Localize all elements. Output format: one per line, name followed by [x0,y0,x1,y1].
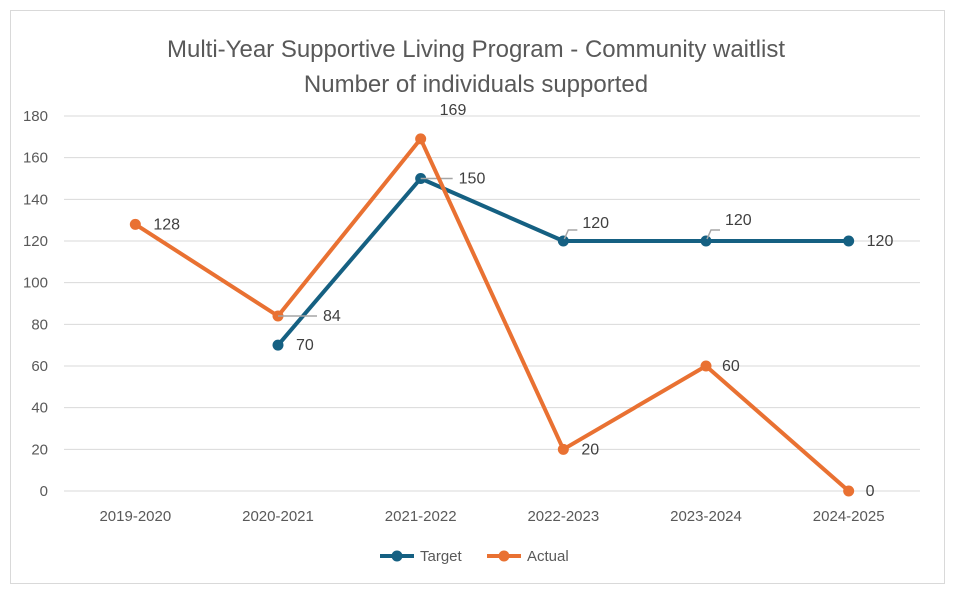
leader-line [706,229,720,240]
y-tick-label: 20 [31,441,48,458]
data-label-target: 70 [296,337,314,354]
y-tick-label: 0 [40,483,48,500]
data-point-target [272,339,284,351]
legend-marker-actual [498,550,510,562]
y-tick-label: 80 [31,316,48,333]
leader-line [563,229,578,240]
series-line-actual [134,136,850,493]
legend-marker-target [391,550,403,562]
chart-subtitle: Number of individuals supported [303,71,649,98]
data-label-actual: 0 [866,483,875,500]
y-tick-label: 120 [23,233,48,250]
data-point-target [700,235,712,247]
data-point-actual [129,218,141,230]
chart-frame [10,10,945,584]
data-point-actual [843,485,855,497]
data-label-target: 150 [459,171,486,188]
data-label-actual: 169 [440,102,467,119]
data-point-actual [700,360,712,372]
x-tick-label: 2019-2020 [99,508,171,525]
data-point-target [557,235,569,247]
data-point-target [843,235,855,247]
y-tick-label: 60 [31,358,48,375]
legend-label-actual: Actual [527,548,569,565]
x-tick-label: 2022-2023 [527,508,599,525]
y-tick-label: 100 [23,275,48,292]
y-tick-label: 180 [23,108,48,125]
x-tick-label: 2020-2021 [242,508,314,525]
y-tick-label: 160 [23,150,48,167]
data-point-actual [415,133,427,145]
y-tick-label: 140 [23,191,48,208]
data-label-actual: 60 [722,358,740,375]
x-tick-label: 2021-2022 [385,508,457,525]
x-tick-label: 2023-2024 [670,508,742,525]
data-label-actual: 20 [581,441,599,458]
series-line-target [276,176,849,347]
legend-label-target: Target [420,548,463,565]
x-tick-label: 2024-2025 [813,508,885,525]
data-label-target: 120 [867,233,894,250]
data-label-target: 120 [582,215,609,232]
y-tick-label: 40 [31,400,48,417]
data-label-actual: 128 [153,216,180,233]
data-point-actual [557,443,569,455]
data-label-target: 120 [725,212,752,229]
chart-title: Multi-Year Supportive Living Program - C… [167,36,785,63]
data-label-actual: 84 [323,308,341,325]
